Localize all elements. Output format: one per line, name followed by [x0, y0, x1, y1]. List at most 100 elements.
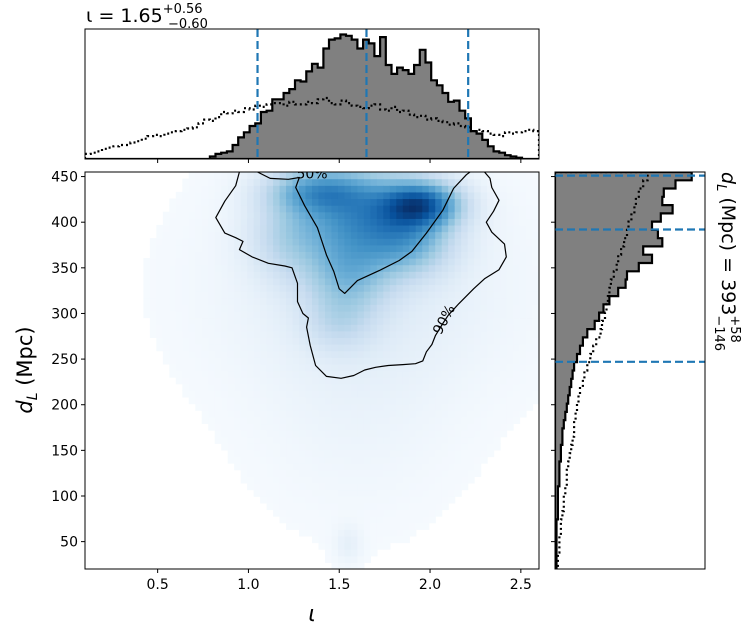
heatmap-cell — [461, 238, 469, 246]
heatmap-cell — [331, 469, 339, 477]
heatmap-cell — [344, 231, 352, 239]
heatmap-cell — [318, 330, 326, 339]
heatmap-cell — [500, 291, 508, 299]
heatmap-cell — [513, 383, 521, 391]
heatmap-cell — [370, 224, 378, 233]
heatmap-cell — [292, 191, 300, 200]
heatmap-cell — [454, 350, 462, 358]
heatmap-cell — [149, 330, 157, 339]
heatmap-cell — [441, 482, 449, 491]
heatmap-cell — [344, 350, 352, 358]
heatmap-cell — [383, 271, 391, 279]
heatmap-cell — [441, 264, 449, 272]
heatmap-cell — [214, 304, 222, 312]
heatmap-cell — [253, 310, 261, 319]
heatmap-cell — [234, 463, 242, 471]
heatmap-cell — [260, 449, 268, 458]
heatmap-cell — [286, 456, 294, 464]
heatmap-cell — [370, 330, 378, 339]
heatmap-cell — [227, 416, 235, 425]
heatmap-cell — [350, 410, 358, 418]
heatmap-cell — [448, 317, 456, 325]
heatmap-cell — [331, 522, 339, 530]
heatmap-cell — [260, 496, 268, 504]
heatmap-cell — [506, 264, 514, 272]
heatmap-cell — [402, 344, 410, 352]
heatmap-cell — [305, 430, 313, 438]
heatmap-cell — [208, 377, 216, 385]
heatmap-cell — [389, 198, 397, 206]
heatmap-cell — [234, 350, 242, 358]
heatmap-cell — [415, 211, 423, 219]
heatmap-cell — [221, 284, 229, 292]
heatmap-cell — [376, 396, 384, 405]
heatmap-cell — [312, 304, 320, 312]
heatmap-cell — [266, 436, 274, 444]
heatmap-cell — [221, 443, 229, 451]
heatmap-cell — [312, 449, 320, 458]
heatmap-cell — [292, 430, 300, 438]
heatmap-cell — [487, 244, 495, 252]
heatmap-cell — [195, 324, 203, 332]
heatmap-cell — [279, 198, 287, 206]
heatmap-cell — [409, 350, 417, 358]
heatmap-cell — [208, 284, 216, 292]
heatmap-cell — [428, 482, 436, 491]
heatmap-cell — [318, 410, 326, 418]
heatmap-cell — [201, 277, 209, 286]
heatmap-cell — [253, 403, 261, 411]
heatmap-cell — [331, 297, 339, 305]
heatmap-cell — [428, 198, 436, 206]
heatmap-cell — [331, 529, 339, 537]
heatmap-cell — [273, 264, 281, 272]
heatmap-cell — [474, 423, 482, 431]
heatmap-cell — [273, 410, 281, 418]
heatmap-cell — [305, 509, 313, 517]
heatmap-cell — [383, 443, 391, 451]
heatmap-cell — [461, 191, 469, 200]
heatmap-cell — [415, 251, 423, 259]
heatmap-cell — [286, 317, 294, 325]
heatmap-cell — [214, 383, 222, 391]
heatmap-cell — [467, 410, 475, 418]
heatmap-cell — [337, 205, 346, 213]
heatmap-cell — [195, 198, 203, 206]
heatmap-cell — [324, 317, 333, 325]
heatmap-cell — [350, 383, 358, 391]
heatmap-cell — [247, 330, 255, 339]
heatmap-cell — [467, 344, 475, 352]
heatmap-cell — [266, 410, 274, 418]
heatmap-cell — [519, 271, 527, 279]
heatmap-cell — [350, 264, 358, 272]
heatmap-cell — [454, 317, 462, 325]
heatmap-cell — [260, 284, 268, 292]
heatmap-cell — [201, 410, 209, 418]
heatmap-cell — [273, 482, 281, 491]
heatmap-cell — [376, 317, 384, 325]
y-tick-label: 150 — [51, 443, 78, 459]
heatmap-cell — [415, 231, 423, 239]
heatmap-cell — [435, 370, 443, 378]
heatmap-cell — [370, 317, 378, 325]
heatmap-cell — [493, 377, 501, 385]
heatmap-cell — [299, 403, 307, 411]
heatmap-cell — [500, 271, 508, 279]
heatmap-cell — [182, 337, 190, 345]
heatmap-cell — [331, 251, 339, 259]
heatmap-cell — [331, 416, 339, 425]
heatmap-cell — [318, 344, 326, 352]
heatmap-cell — [448, 403, 456, 411]
heatmap-cell — [428, 330, 436, 339]
heatmap-cell — [247, 304, 255, 312]
heatmap-cell — [526, 403, 534, 411]
heatmap-cell — [506, 231, 514, 239]
heatmap-cell — [396, 410, 404, 418]
heatmap-cell — [454, 443, 462, 451]
posterior-histogram — [555, 172, 693, 569]
heatmap-cell — [383, 284, 391, 292]
heatmap-cell — [487, 410, 495, 418]
heatmap-cell — [363, 410, 371, 418]
heatmap-cell — [519, 205, 527, 213]
heatmap-cell — [279, 238, 287, 246]
heatmap-cell — [389, 244, 397, 252]
